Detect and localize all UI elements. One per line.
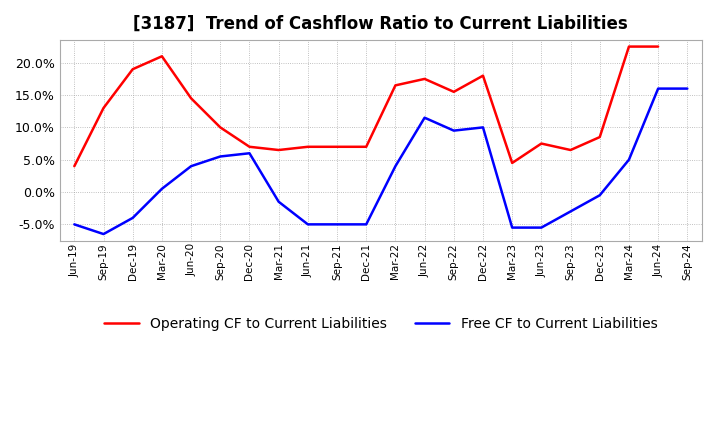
Free CF to Current Liabilities: [654, 86, 662, 91]
Free CF to Current Liabilities: [508, 225, 516, 230]
Operating CF to Current Liabilities: [274, 147, 283, 153]
Free CF to Current Liabilities: [158, 186, 166, 191]
Free CF to Current Liabilities: [595, 193, 604, 198]
Free CF to Current Liabilities: [420, 115, 429, 120]
Legend: Operating CF to Current Liabilities, Free CF to Current Liabilities: Operating CF to Current Liabilities, Fre…: [99, 312, 663, 337]
Free CF to Current Liabilities: [216, 154, 225, 159]
Operating CF to Current Liabilities: [391, 83, 400, 88]
Free CF to Current Liabilities: [333, 222, 341, 227]
Operating CF to Current Liabilities: [70, 164, 78, 169]
Operating CF to Current Liabilities: [449, 89, 458, 95]
Line: Operating CF to Current Liabilities: Operating CF to Current Liabilities: [74, 47, 658, 166]
Operating CF to Current Liabilities: [158, 54, 166, 59]
Title: [3187]  Trend of Cashflow Ratio to Current Liabilities: [3187] Trend of Cashflow Ratio to Curren…: [133, 15, 628, 33]
Free CF to Current Liabilities: [245, 150, 253, 156]
Operating CF to Current Liabilities: [566, 147, 575, 153]
Free CF to Current Liabilities: [537, 225, 546, 230]
Operating CF to Current Liabilities: [333, 144, 341, 150]
Line: Free CF to Current Liabilities: Free CF to Current Liabilities: [74, 88, 688, 234]
Free CF to Current Liabilities: [625, 157, 634, 162]
Operating CF to Current Liabilities: [362, 144, 371, 150]
Free CF to Current Liabilities: [99, 231, 108, 237]
Operating CF to Current Liabilities: [304, 144, 312, 150]
Operating CF to Current Liabilities: [654, 44, 662, 49]
Free CF to Current Liabilities: [479, 125, 487, 130]
Operating CF to Current Liabilities: [128, 66, 137, 72]
Free CF to Current Liabilities: [449, 128, 458, 133]
Operating CF to Current Liabilities: [420, 76, 429, 81]
Free CF to Current Liabilities: [274, 199, 283, 204]
Operating CF to Current Liabilities: [245, 144, 253, 150]
Operating CF to Current Liabilities: [508, 160, 516, 165]
Operating CF to Current Liabilities: [479, 73, 487, 78]
Free CF to Current Liabilities: [362, 222, 371, 227]
Operating CF to Current Liabilities: [625, 44, 634, 49]
Operating CF to Current Liabilities: [595, 135, 604, 140]
Free CF to Current Liabilities: [186, 164, 195, 169]
Free CF to Current Liabilities: [70, 222, 78, 227]
Operating CF to Current Liabilities: [186, 95, 195, 101]
Free CF to Current Liabilities: [566, 209, 575, 214]
Free CF to Current Liabilities: [304, 222, 312, 227]
Free CF to Current Liabilities: [391, 164, 400, 169]
Operating CF to Current Liabilities: [99, 105, 108, 110]
Free CF to Current Liabilities: [683, 86, 692, 91]
Free CF to Current Liabilities: [128, 215, 137, 220]
Operating CF to Current Liabilities: [537, 141, 546, 146]
Operating CF to Current Liabilities: [216, 125, 225, 130]
